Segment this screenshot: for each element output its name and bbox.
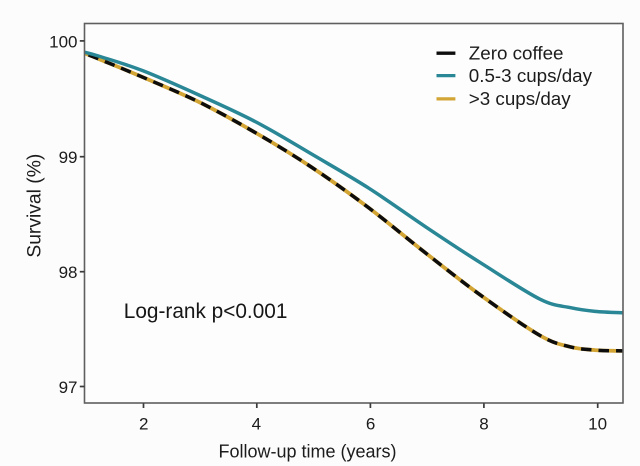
svg-text:97: 97 xyxy=(59,378,78,397)
svg-text:4: 4 xyxy=(252,415,261,434)
svg-text:6: 6 xyxy=(366,415,375,434)
svg-text:8: 8 xyxy=(479,415,488,434)
svg-text:2: 2 xyxy=(139,415,148,434)
svg-text:Zero coffee: Zero coffee xyxy=(469,42,564,63)
svg-text:0.5-3 cups/day: 0.5-3 cups/day xyxy=(469,65,593,86)
svg-text:10: 10 xyxy=(588,415,607,434)
svg-text:Survival (%): Survival (%) xyxy=(25,154,46,258)
svg-text:99: 99 xyxy=(59,148,78,167)
svg-text:98: 98 xyxy=(59,263,78,282)
svg-text:100: 100 xyxy=(49,32,77,51)
svg-text:>3 cups/day: >3 cups/day xyxy=(469,88,571,109)
svg-text:Log-rank p<0.001: Log-rank p<0.001 xyxy=(124,300,288,323)
svg-text:Follow-up time (years): Follow-up time (years) xyxy=(218,442,396,462)
